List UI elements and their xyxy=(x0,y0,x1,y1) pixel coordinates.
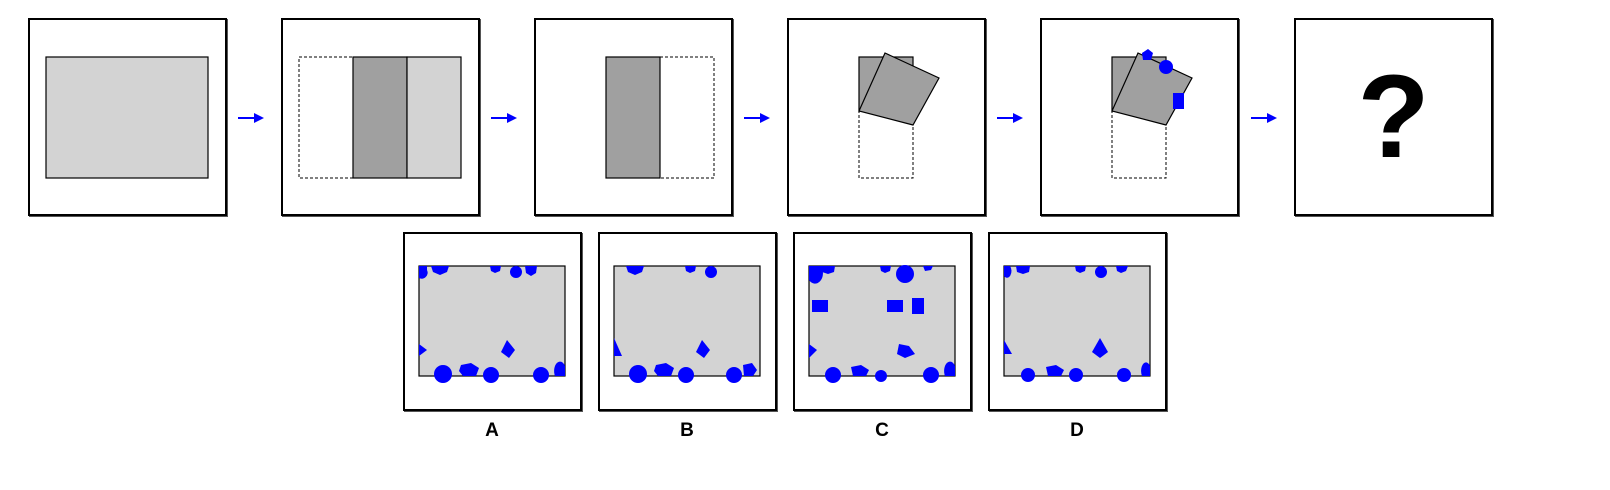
option-d-panel[interactable] xyxy=(988,232,1167,411)
option-a-paper xyxy=(418,265,566,383)
option-c-paper xyxy=(808,265,956,383)
option-d-paper xyxy=(1003,265,1151,382)
right-arrow-icon xyxy=(1251,113,1277,123)
step-panel-5 xyxy=(1040,18,1239,216)
question-mark: ? xyxy=(1357,51,1430,183)
option-b-panel[interactable] xyxy=(598,232,777,411)
option-c-label[interactable]: C xyxy=(875,420,889,441)
step-panel-4 xyxy=(787,18,986,216)
unfolded-paper-icon xyxy=(45,56,209,179)
right-arrow-icon xyxy=(238,113,264,123)
option-b-label[interactable]: B xyxy=(680,420,694,441)
option-a-label[interactable]: A xyxy=(485,420,499,441)
option-c-panel[interactable] xyxy=(793,232,972,411)
fold-left-third-icon xyxy=(605,56,715,179)
step-panel-2 xyxy=(281,18,480,216)
option-a-panel[interactable] xyxy=(403,232,582,411)
step-panel-1 xyxy=(28,18,227,216)
answer-placeholder-panel: ? xyxy=(1294,18,1493,216)
right-arrow-icon xyxy=(997,113,1023,123)
right-arrow-icon xyxy=(491,113,517,123)
punched-holes-icon xyxy=(1111,49,1193,179)
step-panel-3 xyxy=(534,18,733,216)
fold-diagonal-icon xyxy=(858,52,940,179)
option-b-paper xyxy=(613,265,761,383)
option-d-label[interactable]: D xyxy=(1070,420,1084,441)
fold-right-third-icon xyxy=(298,56,462,179)
right-arrow-icon xyxy=(744,113,770,123)
